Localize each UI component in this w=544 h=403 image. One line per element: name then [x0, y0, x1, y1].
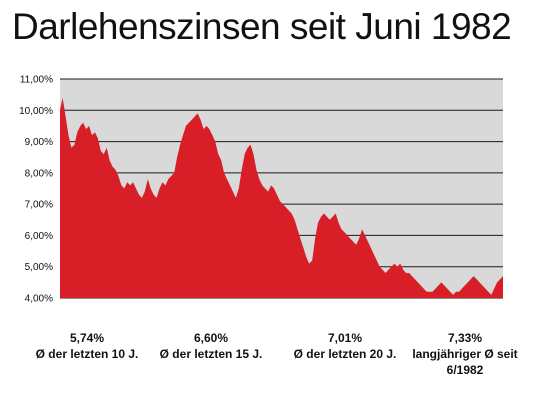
- y-tick-label: 6,00%: [25, 231, 53, 242]
- stat-avg-15y: 6,60% Ø der letzten 15 J.: [136, 330, 286, 362]
- stat-value: 5,74%: [69, 331, 105, 345]
- y-tick-label: 11,00%: [20, 75, 53, 86]
- stat-label: Ø der letzten 10 J.: [35, 347, 139, 361]
- y-tick-label: 7,00%: [25, 200, 53, 211]
- y-axis-ticks: 4,00% 5,00% 6,00% 7,00% 8,00% 9,00% 10,00% 11,0…: [19, 75, 53, 305]
- y-tick-label: 10,00%: [19, 106, 53, 117]
- stat-value: 6,60%: [193, 331, 229, 345]
- interest-rate-area-chart: 4,00% 5,00% 6,00% 7,00% 8,00% 9,00% 10,00% 11,0…: [19, 75, 503, 305]
- stat-avg-longterm: 7,33% langjähriger Ø seit 6/1982: [395, 330, 535, 378]
- y-tick-label: 5,00%: [25, 262, 53, 273]
- stat-value: 7,01%: [327, 331, 363, 345]
- interest-rate-area: [60, 97, 503, 298]
- stat-avg-10y: 5,74% Ø der letzten 10 J.: [12, 330, 162, 362]
- stat-label: Ø der letzten 15 J.: [159, 347, 263, 361]
- stat-value: 7,33%: [447, 331, 483, 345]
- stat-avg-20y: 7,01% Ø der letzten 20 J.: [270, 330, 420, 362]
- stat-label: Ø der letzten 20 J.: [293, 347, 397, 361]
- y-tick-label: 9,00%: [25, 137, 53, 148]
- chart-title: Darlehenszinsen seit Juni 1982: [12, 6, 512, 47]
- stat-label: langjähriger Ø seit 6/1982: [412, 347, 518, 377]
- y-tick-label: 4,00%: [25, 294, 53, 305]
- y-tick-label: 8,00%: [25, 168, 53, 179]
